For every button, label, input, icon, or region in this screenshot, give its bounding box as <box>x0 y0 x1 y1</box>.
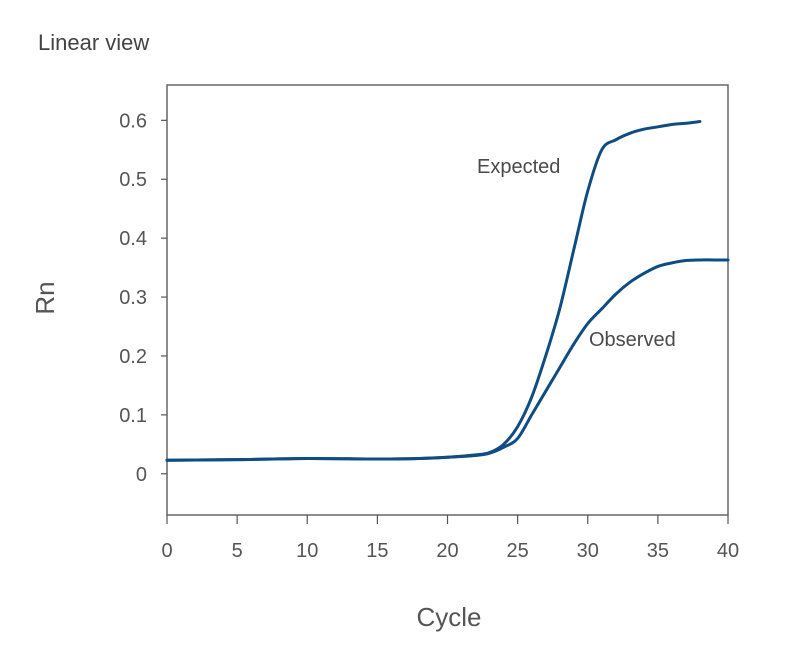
x-axis-title: Cycle <box>416 602 481 632</box>
x-tick-label: 5 <box>232 540 243 562</box>
series-label-observed: Observed <box>589 329 676 351</box>
y-tick-label: 0 <box>136 464 147 486</box>
y-tick-label: 0.2 <box>119 346 147 368</box>
x-tick-label: 25 <box>507 540 529 562</box>
x-axis: 0 5 10 15 20 25 30 35 40 <box>161 515 739 562</box>
y-tick-label: 0.4 <box>119 228 147 250</box>
x-tick-label: 15 <box>366 540 388 562</box>
y-tick-label: 0.5 <box>119 169 147 191</box>
y-axis: 0 0.1 0.2 0.3 0.4 0.5 0.6 <box>119 110 167 486</box>
x-tick-label: 20 <box>436 540 458 562</box>
y-tick-label: 0.3 <box>119 287 147 309</box>
chart-title: Linear view <box>38 30 149 55</box>
series-label-expected: Expected <box>477 156 560 178</box>
series-layer <box>165 120 730 462</box>
y-tick-label: 0.6 <box>119 110 147 132</box>
series-line-observed <box>165 258 730 462</box>
plot-area-frame <box>166 84 729 516</box>
x-tick-label: 10 <box>296 540 318 562</box>
x-tick-label: 40 <box>717 540 739 562</box>
x-tick-label: 0 <box>161 540 172 562</box>
x-tick-label: 35 <box>647 540 669 562</box>
x-tick-label: 30 <box>577 540 599 562</box>
y-axis-title: Rn <box>30 281 60 314</box>
y-tick-label: 0.1 <box>119 405 147 427</box>
